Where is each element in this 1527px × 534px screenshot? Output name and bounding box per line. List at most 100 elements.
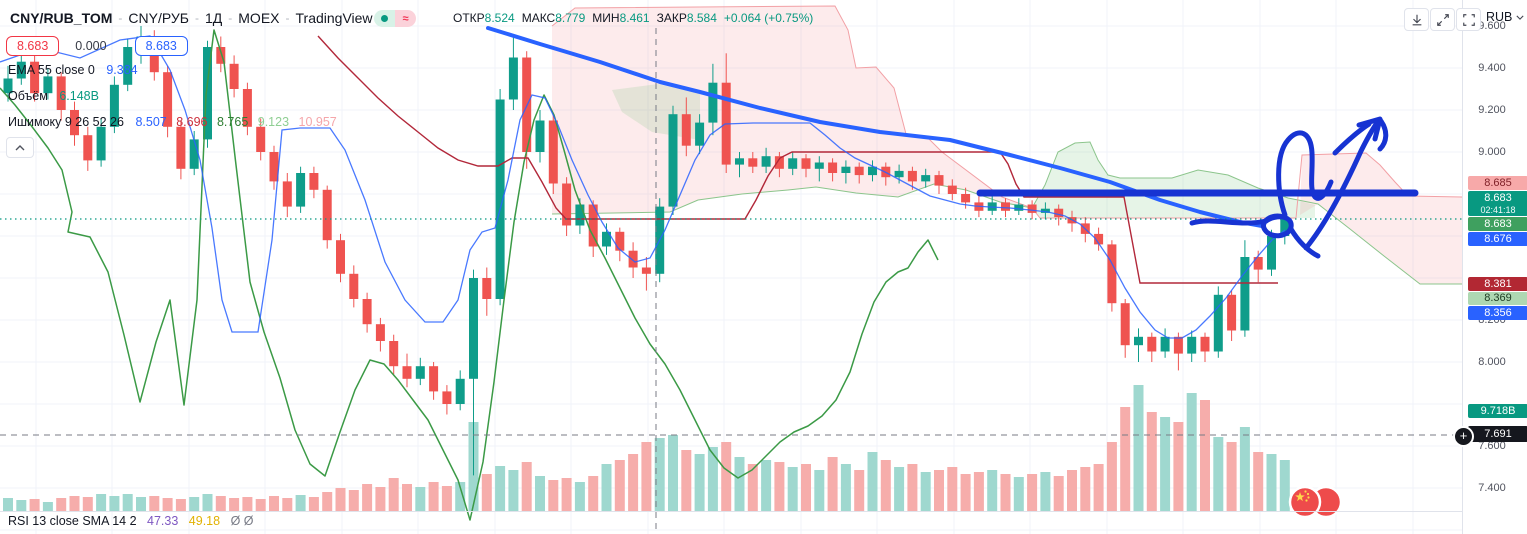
separator: - bbox=[194, 11, 199, 25]
diagonal-arrows-icon bbox=[1436, 13, 1449, 26]
interval-label[interactable]: 1Д bbox=[204, 10, 223, 26]
scroll-to-recent-button[interactable] bbox=[1404, 8, 1429, 31]
candle bbox=[695, 122, 705, 146]
price-tick: 9.600 bbox=[1478, 20, 1506, 32]
cloud-bull-wedge bbox=[612, 84, 700, 140]
fullscreen-button[interactable] bbox=[1456, 8, 1481, 31]
restore-size-button[interactable] bbox=[1430, 8, 1455, 31]
volume-bar bbox=[840, 464, 851, 512]
change-value: +0.064 (+0.75%) bbox=[723, 11, 814, 25]
candle bbox=[1054, 208, 1064, 218]
drawn-arrow-scribble bbox=[1276, 130, 1334, 218]
volume-bar bbox=[1053, 476, 1064, 512]
volume-bar bbox=[1040, 472, 1051, 512]
alert-badge-blue[interactable]: 8.683 bbox=[134, 36, 188, 56]
candle bbox=[1001, 202, 1010, 211]
volume-bar bbox=[162, 498, 173, 512]
candle bbox=[402, 366, 412, 379]
volume-bar bbox=[69, 496, 80, 512]
candle bbox=[1200, 336, 1210, 352]
currency-label: RUB bbox=[1486, 10, 1513, 24]
price-badge[interactable]: 8.381 bbox=[1468, 277, 1527, 291]
candle bbox=[1280, 219, 1290, 236]
volume-bar bbox=[1173, 422, 1184, 512]
volume-bar bbox=[189, 497, 200, 512]
candle bbox=[469, 278, 478, 379]
symbol-name[interactable]: CNY/RUB_TOM bbox=[10, 10, 113, 26]
candle bbox=[1187, 336, 1197, 354]
volume-bar bbox=[601, 464, 612, 512]
pane-separator[interactable] bbox=[0, 511, 1527, 512]
price-badge[interactable]: 8.685 bbox=[1468, 176, 1527, 190]
volume-bar bbox=[947, 467, 958, 512]
rsi-name: RSI 13 close SMA 14 2 bbox=[8, 514, 137, 528]
separator: - bbox=[118, 11, 123, 25]
volume-bar bbox=[668, 435, 678, 512]
price-badge[interactable]: 8.683 bbox=[1468, 217, 1527, 231]
candle bbox=[814, 162, 824, 169]
candle bbox=[43, 76, 53, 94]
candle bbox=[1014, 204, 1024, 211]
candle bbox=[242, 89, 252, 127]
ichimoku-lead1-value: 9.123 bbox=[257, 115, 290, 129]
volume-bar bbox=[801, 464, 811, 512]
price-badge[interactable]: 8.676 bbox=[1468, 232, 1527, 246]
volume-bar bbox=[867, 452, 878, 512]
price-scale[interactable]: + 9.600 9.400 9.200 9.000 8.200 8.000 7.600 7.4… bbox=[1453, 0, 1527, 534]
legend-row-volume[interactable]: Объём 6.148B bbox=[8, 89, 105, 103]
candle bbox=[442, 391, 452, 404]
candle bbox=[921, 175, 931, 182]
volume-bar bbox=[1186, 393, 1197, 512]
market-open-dot-icon bbox=[374, 10, 395, 27]
candle bbox=[282, 181, 292, 207]
candle bbox=[389, 341, 399, 367]
drawn-arrow-scribble bbox=[1332, 121, 1372, 156]
price-badge[interactable]: 8.683 02:41:18 bbox=[1468, 191, 1527, 216]
currency-selector[interactable]: RUB bbox=[1486, 10, 1525, 24]
volume-bar bbox=[428, 482, 439, 512]
volume-bar bbox=[827, 457, 838, 512]
ema-name: EMA 55 close 0 bbox=[8, 63, 95, 77]
price-badge[interactable]: 9.718B bbox=[1468, 404, 1527, 418]
price-tick: 9.200 bbox=[1478, 104, 1506, 116]
volume-bar bbox=[1160, 417, 1171, 512]
chart-legend-title[interactable]: CNY/RUB_TOM - CNY/РУБ - 1Д - MOEX - Trad… bbox=[10, 8, 373, 28]
market-status-pill[interactable]: ≈ bbox=[374, 10, 416, 27]
candle bbox=[123, 47, 133, 85]
volume-bar bbox=[1200, 400, 1210, 512]
volume-bar bbox=[56, 498, 67, 512]
ichimoku-lead2-value: 10.957 bbox=[298, 115, 337, 129]
open-label: ОТКР bbox=[453, 11, 485, 25]
chikou-span-line bbox=[0, 29, 939, 521]
volume-bar bbox=[681, 450, 692, 512]
volume-bar bbox=[415, 487, 426, 512]
price-badge[interactable]: 7.691 bbox=[1468, 426, 1527, 442]
volume-bar bbox=[787, 467, 798, 512]
price-badge[interactable]: 8.369 bbox=[1468, 292, 1527, 305]
volume-bar bbox=[96, 494, 107, 512]
candle bbox=[1147, 336, 1157, 352]
price-chart-canvas[interactable] bbox=[0, 0, 1462, 534]
candle bbox=[56, 76, 66, 110]
legend-row-rsi[interactable]: RSI 13 close SMA 14 2 47.33 49.18 Ø Ø bbox=[8, 514, 260, 528]
legend-row-ichimoku[interactable]: Ишимоку 9 26 52 26 8.507 8.696 8.765 9.1… bbox=[8, 115, 343, 129]
legend-row-ema[interactable]: EMA 55 close 0 9.384 bbox=[8, 63, 144, 77]
alert-badge-red[interactable]: 8.683 bbox=[6, 36, 60, 56]
candle bbox=[96, 126, 106, 161]
candle bbox=[828, 162, 838, 173]
candle bbox=[1213, 294, 1223, 352]
candle bbox=[1253, 257, 1263, 270]
candle bbox=[548, 120, 558, 184]
drawn-arrow-scribble bbox=[1261, 213, 1294, 239]
volume-bar bbox=[1133, 385, 1144, 512]
volume-bar bbox=[854, 470, 865, 512]
crosshair-plus-icon[interactable]: + bbox=[1453, 426, 1474, 447]
candle bbox=[894, 170, 904, 178]
candle bbox=[203, 47, 212, 140]
volume-value: 6.148B bbox=[59, 89, 99, 103]
volume-bar bbox=[614, 460, 625, 512]
volume-bar bbox=[402, 484, 412, 512]
price-badge[interactable]: 8.356 bbox=[1468, 306, 1527, 320]
legend-collapse-button[interactable] bbox=[6, 137, 34, 158]
candle bbox=[868, 166, 877, 176]
